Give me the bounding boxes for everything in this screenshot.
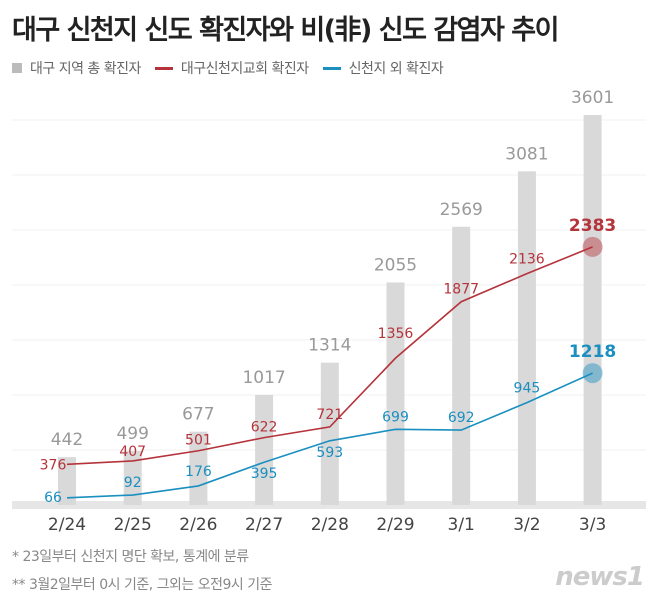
shincheonji-label: 622 bbox=[251, 420, 278, 436]
total-label: 442 bbox=[51, 430, 83, 450]
shincheonji-label: 1877 bbox=[443, 282, 479, 298]
x-tick-label: 2/24 bbox=[48, 515, 86, 535]
total-label: 3081 bbox=[505, 144, 548, 164]
bar-total bbox=[320, 362, 339, 505]
other-label: 92 bbox=[124, 475, 142, 491]
total-label: 2055 bbox=[374, 255, 417, 275]
shincheonji-label: 2383 bbox=[569, 216, 616, 236]
news1-logo: news1 bbox=[555, 562, 645, 592]
total-label: 1017 bbox=[242, 368, 285, 388]
x-tick-label: 2/27 bbox=[245, 515, 283, 535]
other-label: 593 bbox=[316, 445, 343, 461]
shincheonji-end-marker bbox=[582, 236, 603, 257]
x-tick-label: 2/28 bbox=[311, 515, 349, 535]
total-label: 3601 bbox=[571, 88, 614, 108]
bar-total bbox=[58, 457, 76, 505]
other-label: 1218 bbox=[569, 342, 616, 362]
shincheonji-label: 721 bbox=[316, 407, 343, 423]
other-label: 395 bbox=[251, 466, 278, 482]
shincheonji-label: 376 bbox=[40, 457, 67, 473]
chart: 442 2/24 499 2/25 677 2/26 1017 2/27 1314 2/28 205… bbox=[12, 88, 646, 535]
legend-swatch-other bbox=[322, 66, 341, 70]
other-line bbox=[66, 372, 593, 499]
total-label: 677 bbox=[182, 405, 214, 425]
legend-label-other: 신천지 외 확진자 bbox=[348, 61, 444, 77]
shincheonji-label: 501 bbox=[185, 433, 212, 449]
legend: 대구 지역 총 확진자 대구신천지교회 확진자 신천지 외 확진자 bbox=[12, 58, 444, 78]
x-tick-label: 2/29 bbox=[376, 515, 414, 535]
bar-total bbox=[452, 226, 471, 505]
bar-total bbox=[386, 282, 405, 505]
x-tick-label: 3/3 bbox=[579, 515, 606, 535]
other-end-marker bbox=[582, 363, 603, 384]
shincheonji-label: 407 bbox=[119, 444, 146, 460]
total-label: 2569 bbox=[440, 200, 483, 220]
other-label: 699 bbox=[382, 409, 409, 425]
footnote-2: ** 3월2일부터 0시 기준, 그외는 오전9시 기준 bbox=[12, 577, 272, 593]
bar-total bbox=[123, 450, 142, 505]
x-tick-label: 3/2 bbox=[513, 515, 540, 535]
other-label: 692 bbox=[448, 410, 475, 426]
legend-label-shincheonji: 대구신천지교회 확진자 bbox=[180, 61, 309, 77]
shincheonji-label: 1356 bbox=[378, 326, 414, 342]
legend-label-total: 대구 지역 총 확진자 bbox=[30, 61, 141, 77]
bar-total bbox=[583, 115, 602, 505]
bar-total bbox=[255, 394, 274, 505]
shincheonji-line bbox=[66, 246, 593, 466]
total-label: 1314 bbox=[308, 336, 351, 356]
legend-swatch-shincheonji bbox=[154, 66, 173, 70]
x-tick-label: 2/25 bbox=[114, 515, 152, 535]
shincheonji-label: 2136 bbox=[509, 252, 545, 268]
other-label: 176 bbox=[185, 464, 212, 480]
chart-title: 대구 신천지 신도 확진자와 비(非) 신도 감염자 추이 bbox=[12, 15, 559, 46]
other-label: 66 bbox=[44, 490, 62, 506]
footnote-1: * 23일부터 신천지 명단 확보, 통계에 분류 bbox=[12, 549, 249, 565]
x-tick-label: 3/1 bbox=[448, 515, 475, 535]
bar-total bbox=[517, 171, 536, 505]
legend-swatch-total bbox=[12, 63, 22, 73]
other-label: 945 bbox=[514, 381, 541, 397]
x-tick-label: 2/26 bbox=[179, 515, 217, 535]
total-label: 499 bbox=[116, 424, 148, 444]
